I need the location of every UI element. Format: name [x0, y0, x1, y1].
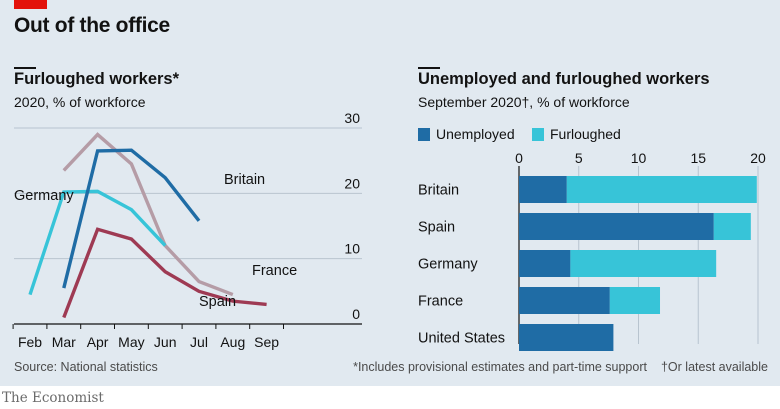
brand-wordmark: The Economist: [2, 390, 104, 406]
legend-swatch-furloughed: [532, 127, 544, 141]
series-label-spain: Spain: [199, 294, 236, 310]
legend-label-unemployed: Unemployed: [436, 126, 515, 142]
legend-label-furloughed: Furloughed: [550, 126, 621, 142]
series-label-france: France: [252, 263, 297, 279]
bar-category-label-united-states: United States: [418, 331, 505, 347]
y-tick-label-30: 30: [344, 110, 360, 126]
legend-swatch-unemployed: [418, 127, 430, 141]
x-tick-label-Jun: Jun: [154, 334, 177, 350]
bar-x-tick-label-20: 20: [750, 150, 766, 166]
bar-x-tick-label-15: 15: [690, 150, 706, 166]
series-line-germany: [28, 189, 167, 296]
y-tick-label-20: 20: [344, 175, 360, 191]
series-label-britain: Britain: [224, 172, 265, 188]
bar-category-label-spain: Spain: [418, 220, 455, 236]
right-title-rule: [418, 67, 440, 69]
left-chart-subtitle: 2020, % of workforce: [14, 94, 146, 110]
x-tick-label-Jul: Jul: [190, 334, 208, 350]
bar-x-tick-label-0: 0: [515, 150, 523, 166]
x-tick-label-Sep: Sep: [254, 334, 279, 350]
footnotes: *Includes provisional estimates and part…: [339, 360, 768, 374]
x-tick-label-Mar: Mar: [52, 334, 76, 350]
bar-unemployed-germany: [519, 250, 571, 277]
series-label-germany: Germany: [14, 188, 74, 204]
bar-furloughed-britain: [566, 176, 757, 203]
bar-category-label-britain: Britain: [418, 183, 459, 199]
bar-furloughed-germany: [570, 250, 717, 277]
brand-red-tag: [14, 0, 47, 9]
bar-unemployed-united-states: [519, 324, 614, 351]
y-tick-label-10: 10: [344, 241, 360, 257]
bar-x-tick-label-5: 5: [575, 150, 583, 166]
bar-unemployed-france: [519, 287, 610, 314]
right-chart-subtitle: September 2020†, % of workforce: [418, 94, 630, 110]
x-tick-label-Aug: Aug: [220, 334, 245, 350]
x-tick-label-May: May: [118, 334, 144, 350]
y-tick-label-0: 0: [352, 306, 360, 322]
x-tick-label-Apr: Apr: [87, 334, 109, 350]
furloughed-line-chart: 30 20 10 0 Feb Mar Apr May Jun Jul Aug Sep Spain Fran…: [12, 110, 766, 351]
left-title-rule: [14, 67, 36, 69]
x-tick-label-Feb: Feb: [18, 334, 42, 350]
left-chart-title: Furloughed workers*: [14, 70, 180, 88]
footnote-furlough: *Includes provisional estimates and part…: [353, 360, 647, 374]
bar-category-label-france: France: [418, 294, 463, 310]
headline: Out of the office: [14, 14, 170, 37]
bar-unemployed-spain: [519, 213, 714, 240]
footnote-latest: †Or latest available: [660, 360, 768, 374]
right-chart-title: Unemployed and furloughed workers: [418, 70, 710, 88]
bar-unemployed-britain: [519, 176, 567, 203]
bar-x-tick-label-10: 10: [631, 150, 647, 166]
source-note: Source: National statistics: [14, 360, 158, 374]
series-line-france: [62, 132, 234, 297]
legend-unemployed: Unemployed: [418, 126, 515, 142]
bar-furloughed-france: [609, 287, 661, 314]
bar-category-label-germany: Germany: [418, 257, 478, 273]
legend-furloughed: Furloughed: [532, 126, 621, 142]
bar-furloughed-spain: [713, 213, 751, 240]
